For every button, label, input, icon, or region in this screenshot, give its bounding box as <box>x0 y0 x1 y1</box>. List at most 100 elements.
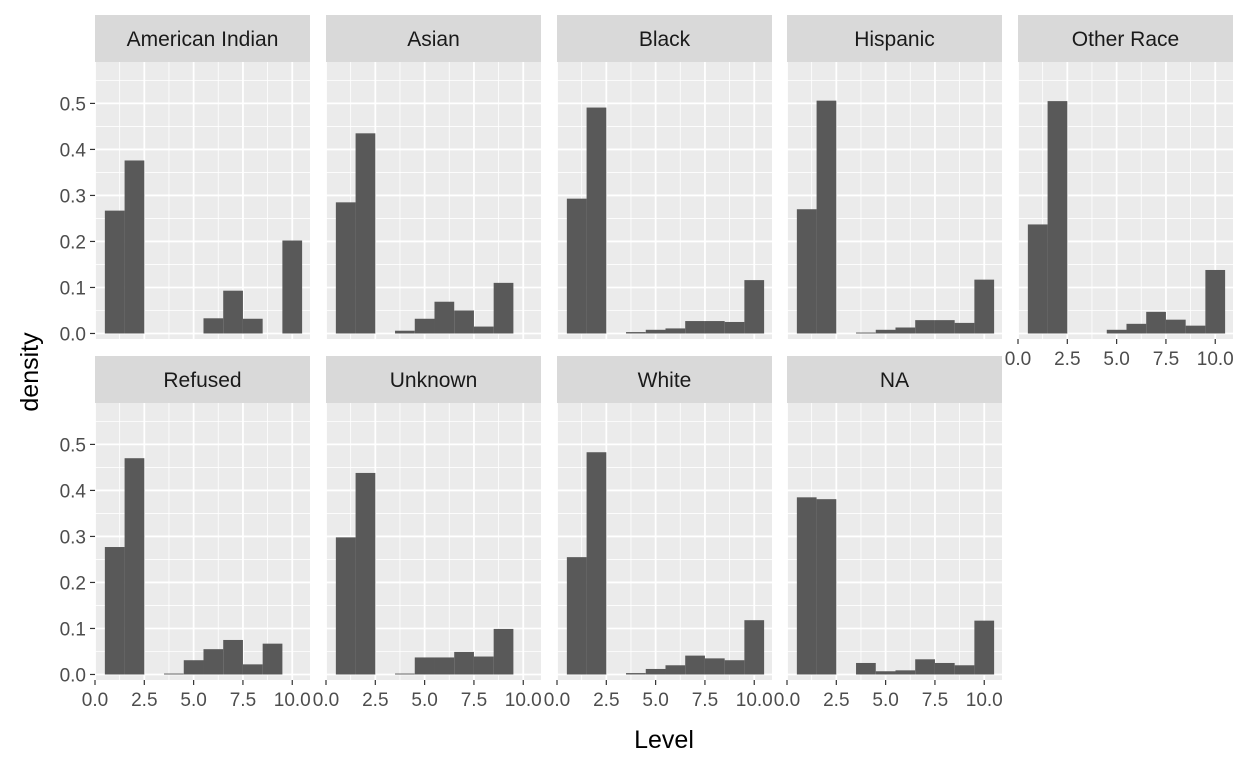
histogram-bar <box>473 656 494 675</box>
facet-panel: Unknown 0.0 2.5 5.0 7.5 10.0 <box>313 356 542 711</box>
y-tick-label: 0.4 <box>60 140 87 161</box>
facet-strip-label: Asian <box>407 28 460 51</box>
histogram-bar <box>856 662 876 675</box>
x-tick-label: 7.5 <box>1153 349 1179 370</box>
facet-strip <box>557 15 772 62</box>
histogram-bar <box>704 658 725 675</box>
histogram-bar <box>124 458 145 675</box>
histogram-bar <box>915 320 935 334</box>
histogram-bar <box>104 547 125 675</box>
histogram-bar <box>203 318 224 334</box>
facet-panel: Other Race 0.0 2.5 5.0 7.5 10.0 <box>1005 15 1234 370</box>
histogram-bar <box>473 326 494 334</box>
facet-panel: NA 0.0 2.5 5.0 7.5 10.0 <box>774 356 1003 711</box>
x-tick-label: 10.0 <box>274 690 311 711</box>
histogram-bar <box>816 499 837 675</box>
histogram-bar <box>1027 224 1048 334</box>
histogram-bar <box>454 310 474 334</box>
histogram-bar <box>1146 311 1166 334</box>
histogram-bar <box>434 301 455 334</box>
histogram-bar <box>223 290 243 334</box>
histogram-bar <box>395 330 415 334</box>
histogram-bar <box>434 657 455 675</box>
histogram-bar <box>586 452 607 675</box>
facet-panel: White 0.0 2.5 5.0 7.5 10.0 <box>544 356 773 711</box>
histogram-bar <box>493 628 514 675</box>
x-tick-label: 10.0 <box>505 690 542 711</box>
facet-strip <box>326 356 541 403</box>
histogram-bar <box>355 472 376 675</box>
x-tick-label: 5.0 <box>411 690 437 711</box>
y-tick-label: 0.3 <box>60 186 86 207</box>
facets-layer: American Indian 0.0 0.1 0.2 0.3 0.4 0.5 Asian Bl… <box>60 15 1234 711</box>
x-tick-label: 7.5 <box>922 690 948 711</box>
histogram-bar <box>954 665 975 675</box>
histogram-bar <box>395 673 415 675</box>
facet-strip-label: White <box>638 369 692 392</box>
facet-strip <box>787 356 1002 403</box>
histogram-bar <box>414 657 435 675</box>
facet-strip-label: Black <box>639 28 691 51</box>
histogram-bar <box>974 620 995 675</box>
histogram-bar <box>724 321 745 334</box>
histogram-bar <box>1106 329 1127 334</box>
facet-strip <box>95 15 310 62</box>
x-tick-label: 0.0 <box>313 690 339 711</box>
histogram-bar <box>493 282 514 334</box>
histogram-bar <box>954 322 975 334</box>
histogram-bar <box>203 649 224 675</box>
facet-panel: Black <box>556 15 772 339</box>
histogram-bar <box>665 328 686 334</box>
facet-strip <box>95 356 310 403</box>
y-tick-label: 0.0 <box>60 324 86 345</box>
histogram-bar <box>586 107 607 334</box>
histogram-bar <box>875 671 896 675</box>
y-tick-label: 0.2 <box>60 573 86 594</box>
x-tick-label: 7.5 <box>461 690 487 711</box>
histogram-bar <box>566 198 587 334</box>
histogram-bar <box>1126 323 1147 334</box>
histogram-bar <box>856 332 876 334</box>
histogram-bar <box>626 332 646 334</box>
x-tick-label: 5.0 <box>180 690 206 711</box>
y-tick-label: 0.5 <box>60 435 86 456</box>
x-tick-label: 7.5 <box>230 690 256 711</box>
histogram-bar <box>744 620 765 675</box>
facet-strip <box>557 356 772 403</box>
histogram-bar <box>242 664 263 675</box>
histogram-bar <box>796 209 817 334</box>
x-tick-label: 0.0 <box>544 690 570 711</box>
y-tick-label: 0.5 <box>60 94 86 115</box>
histogram-bar <box>875 329 896 334</box>
histogram-bar <box>895 670 916 675</box>
histogram-bar <box>414 318 435 334</box>
facet-strip-label: Hispanic <box>854 28 935 51</box>
histogram-bar <box>335 202 356 334</box>
histogram-bar <box>685 655 705 675</box>
histogram-bar <box>242 318 263 334</box>
histogram-bar <box>282 240 303 334</box>
x-tick-label: 5.0 <box>1103 349 1129 370</box>
x-tick-label: 2.5 <box>362 690 388 711</box>
facet-panel: American Indian 0.0 0.1 0.2 0.3 0.4 0.5 <box>60 15 310 345</box>
histogram-bar <box>744 280 765 334</box>
facet-strip-label: NA <box>880 369 909 392</box>
x-axis-title: Level <box>634 726 694 754</box>
histogram-bar <box>1047 101 1068 334</box>
x-tick-label: 10.0 <box>1197 349 1234 370</box>
histogram-bar <box>645 668 666 675</box>
x-tick-label: 10.0 <box>966 690 1003 711</box>
x-tick-label: 5.0 <box>872 690 898 711</box>
facet-strip <box>326 15 541 62</box>
histogram-bar <box>335 537 356 675</box>
histogram-bar <box>183 660 204 675</box>
x-tick-label: 2.5 <box>823 690 849 711</box>
histogram-bar <box>566 557 587 675</box>
facet-strip-label: Other Race <box>1072 28 1179 51</box>
x-tick-label: 0.0 <box>1005 349 1031 370</box>
histogram-bar <box>816 100 837 334</box>
x-tick-label: 2.5 <box>1054 349 1080 370</box>
histogram-bar <box>355 133 376 334</box>
histogram-bar <box>895 327 916 334</box>
